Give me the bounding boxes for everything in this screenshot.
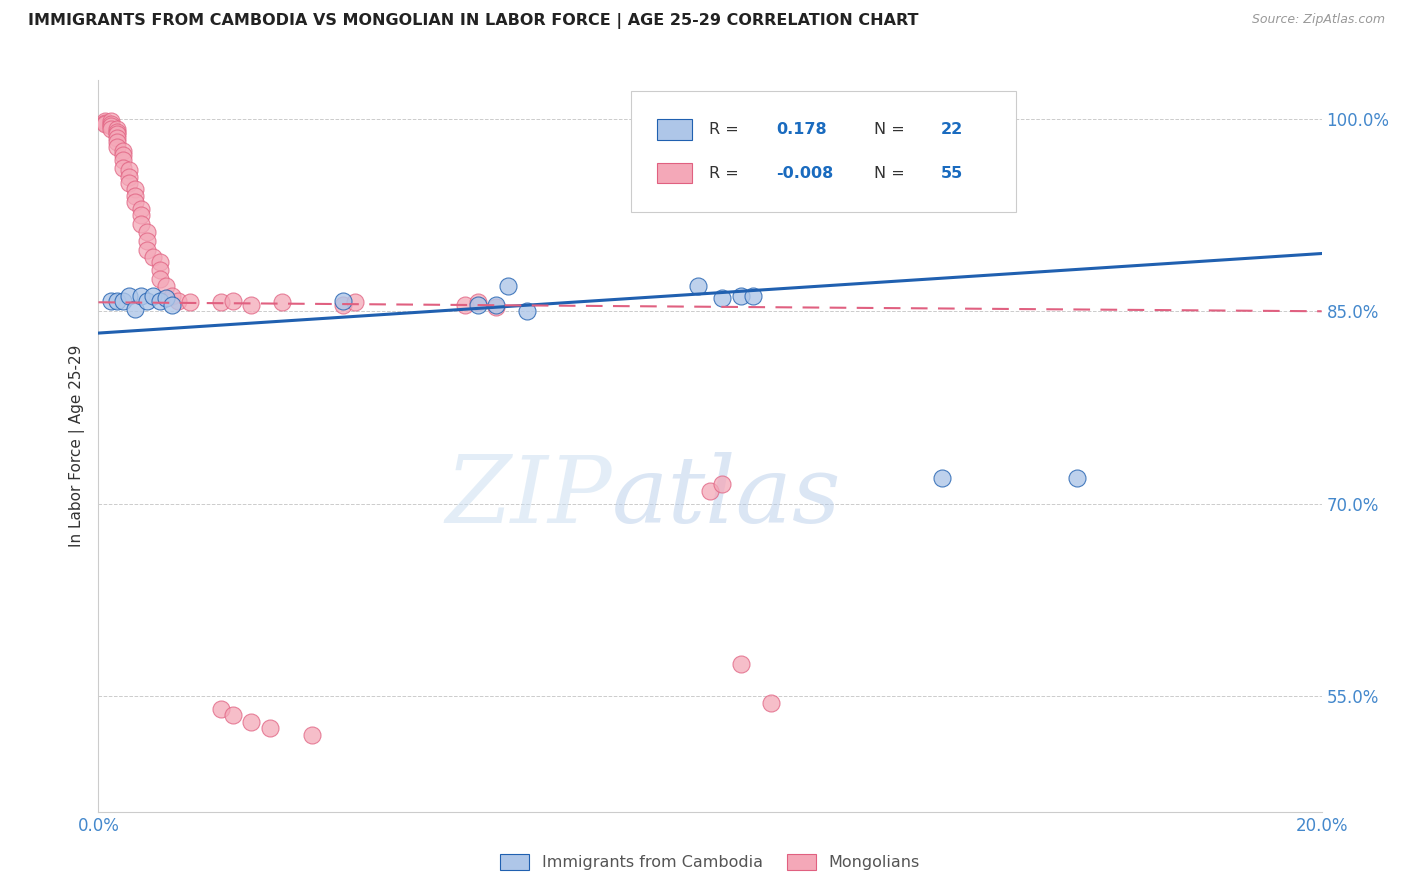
Point xyxy=(105,127,128,141)
Point xyxy=(100,114,122,128)
FancyBboxPatch shape xyxy=(630,91,1015,212)
Point xyxy=(118,289,141,303)
Point xyxy=(332,298,354,312)
Point xyxy=(129,289,152,303)
Point xyxy=(118,176,141,190)
Point xyxy=(100,293,122,308)
Point xyxy=(105,135,128,149)
Text: R =: R = xyxy=(709,166,738,181)
Point xyxy=(155,278,177,293)
Point xyxy=(454,298,477,312)
Point xyxy=(240,298,263,312)
Point xyxy=(149,293,172,308)
Point xyxy=(118,169,141,184)
Point xyxy=(485,301,508,315)
Point xyxy=(100,122,122,136)
Text: Source: ZipAtlas.com: Source: ZipAtlas.com xyxy=(1251,13,1385,27)
Point xyxy=(686,278,709,293)
Point xyxy=(730,657,752,672)
Text: 0.178: 0.178 xyxy=(776,122,827,136)
Legend: Immigrants from Cambodia, Mongolians: Immigrants from Cambodia, Mongolians xyxy=(494,847,927,877)
Text: 55: 55 xyxy=(941,166,963,181)
Point xyxy=(222,708,245,723)
Point xyxy=(129,202,152,216)
Point xyxy=(209,295,232,310)
Point xyxy=(741,289,763,303)
Point xyxy=(149,255,172,269)
Point xyxy=(259,721,281,735)
Point xyxy=(155,292,177,306)
Point xyxy=(167,293,190,308)
Point xyxy=(301,728,323,742)
Point xyxy=(142,251,165,265)
Point xyxy=(124,195,146,210)
Point xyxy=(699,483,721,498)
Point xyxy=(142,289,165,303)
Point xyxy=(711,292,734,306)
Point xyxy=(496,278,519,293)
Point xyxy=(711,477,734,491)
Point xyxy=(332,293,354,308)
Point xyxy=(179,295,201,310)
Point xyxy=(136,234,159,248)
Y-axis label: In Labor Force | Age 25-29: In Labor Force | Age 25-29 xyxy=(69,345,84,547)
Text: N =: N = xyxy=(875,166,904,181)
Point xyxy=(516,304,538,318)
Point xyxy=(467,295,489,310)
Point xyxy=(105,293,128,308)
Point xyxy=(136,293,159,308)
Text: IMMIGRANTS FROM CAMBODIA VS MONGOLIAN IN LABOR FORCE | AGE 25-29 CORRELATION CHA: IMMIGRANTS FROM CAMBODIA VS MONGOLIAN IN… xyxy=(28,13,918,29)
Point xyxy=(1066,471,1088,485)
Text: atlas: atlas xyxy=(612,452,842,542)
Point xyxy=(931,471,953,485)
Text: -0.008: -0.008 xyxy=(776,166,834,181)
Text: 22: 22 xyxy=(941,122,963,136)
Point xyxy=(105,125,128,139)
Point xyxy=(93,117,115,131)
Point xyxy=(160,298,183,312)
FancyBboxPatch shape xyxy=(658,163,692,184)
Point xyxy=(129,208,152,222)
Point xyxy=(100,120,122,134)
Point xyxy=(136,243,159,257)
Point xyxy=(93,115,115,129)
Point xyxy=(105,140,128,154)
Point xyxy=(270,295,292,310)
Point xyxy=(240,714,263,729)
Point xyxy=(467,298,489,312)
Point xyxy=(344,295,367,310)
Point xyxy=(209,702,232,716)
Point xyxy=(100,117,122,131)
Point xyxy=(105,122,128,136)
Point xyxy=(105,131,128,145)
Point xyxy=(129,217,152,231)
Point xyxy=(118,163,141,178)
Point xyxy=(111,144,134,158)
Point xyxy=(730,289,752,303)
Text: R =: R = xyxy=(709,122,738,136)
FancyBboxPatch shape xyxy=(658,119,692,139)
Point xyxy=(160,289,183,303)
Point xyxy=(93,114,115,128)
Point xyxy=(149,272,172,286)
Point xyxy=(124,182,146,196)
Point xyxy=(124,301,146,316)
Point xyxy=(759,696,782,710)
Point xyxy=(222,293,245,308)
Point xyxy=(111,293,134,308)
Point xyxy=(111,153,134,167)
Text: ZIP: ZIP xyxy=(446,452,612,542)
Point xyxy=(111,147,134,161)
Text: N =: N = xyxy=(875,122,904,136)
Point xyxy=(136,225,159,239)
Point xyxy=(124,188,146,202)
Point xyxy=(485,298,508,312)
Point xyxy=(149,263,172,277)
Point xyxy=(111,161,134,175)
